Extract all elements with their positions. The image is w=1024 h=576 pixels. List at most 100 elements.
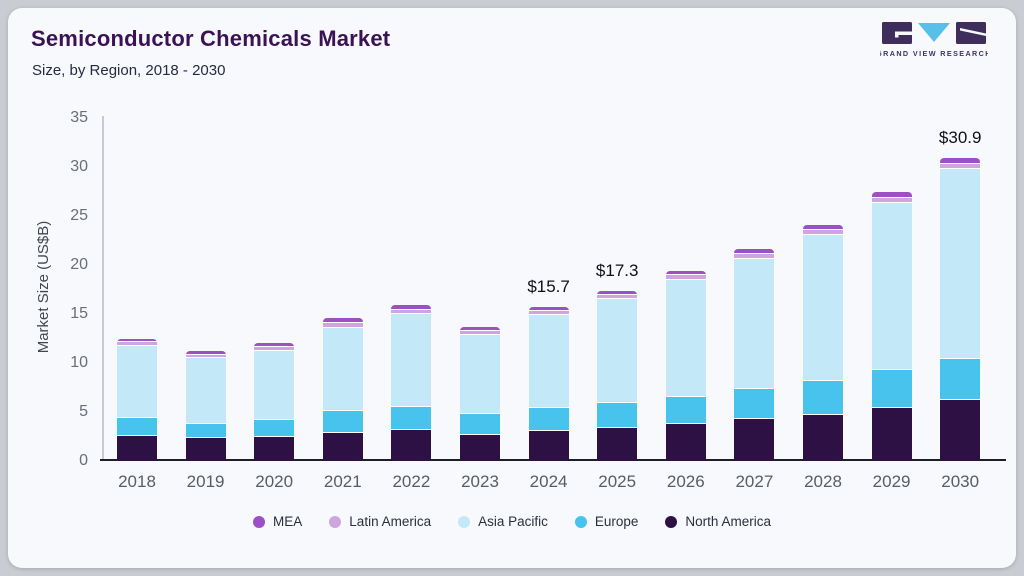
legend-dot-latin-america — [329, 515, 342, 528]
bar-segment-mea — [185, 351, 226, 354]
bar-segment-latin-america — [597, 294, 638, 299]
bar-segment-asia-pacific — [254, 350, 295, 419]
bar-segment-latin-america — [665, 274, 706, 279]
page-title: Semiconductor Chemicals Market — [31, 26, 391, 51]
bar-2025 — [597, 291, 638, 461]
bar-2019 — [185, 351, 226, 461]
card-background — [8, 8, 1016, 568]
bar-segment-north-america — [391, 428, 432, 461]
bar-segment-asia-pacific — [940, 167, 981, 359]
legend-item-north-america: North America — [665, 514, 771, 529]
bar-segment-latin-america — [734, 253, 775, 259]
bar-segment-mea — [803, 224, 843, 229]
bar-segment-europe — [665, 396, 706, 423]
y-axis-tick-label: 35 — [70, 109, 88, 126]
bar-segment-north-america — [185, 437, 226, 461]
bar-segment-north-america — [254, 436, 295, 461]
bar-segment-latin-america — [391, 308, 432, 314]
bar-segment-latin-america — [940, 163, 981, 168]
x-axis-label-2026: 2026 — [666, 472, 705, 491]
bar-segment-latin-america — [460, 329, 500, 334]
legend-dot-asia-pacific — [458, 515, 471, 528]
bar-segment-europe — [597, 402, 638, 427]
bar-segment-north-america — [665, 422, 706, 461]
bar-segment-europe — [803, 379, 843, 414]
bar-segment-asia-pacific — [803, 233, 843, 380]
x-axis-label-2024: 2024 — [529, 472, 568, 491]
bar-segment-asia-pacific — [734, 258, 775, 389]
bar-value-label-2024: $15.7 — [527, 277, 570, 297]
bar-segment-latin-america — [528, 310, 569, 314]
x-axis-label-2028: 2028 — [804, 472, 842, 491]
x-axis-label-2025: 2025 — [598, 472, 637, 491]
x-axis-label-2029: 2029 — [872, 472, 911, 491]
bar-segment-asia-pacific — [528, 313, 569, 408]
bar-segment-europe — [871, 368, 912, 408]
bar-value-label-2030: $30.9 — [938, 128, 982, 148]
bar-segment-north-america — [597, 426, 638, 461]
y-axis-title: Market Size (US$B) — [35, 220, 52, 354]
bar-segment-mea — [597, 291, 638, 295]
legend-label-asia-pacific: Asia Pacific — [478, 514, 548, 529]
bar-segment-latin-america — [803, 228, 843, 234]
grand-view-research-logo: GRAND VIEW RESEARCH — [880, 22, 988, 58]
bar-segment-north-america — [803, 413, 843, 461]
bar-segment-asia-pacific — [597, 298, 638, 403]
page-subtitle: Size, by Region, 2018 - 2030 — [32, 62, 226, 79]
y-axis-tick-label: 25 — [70, 207, 88, 224]
bar-2018 — [117, 338, 157, 462]
bar-segment-latin-america — [871, 196, 912, 203]
bar-segment-mea — [391, 305, 432, 309]
bar-2029 — [871, 192, 912, 461]
legend-label-north-america: North America — [685, 514, 771, 529]
x-axis-label-2018: 2018 — [118, 472, 156, 491]
bar-segment-asia-pacific — [322, 326, 363, 411]
legend-item-latin-america: Latin America — [329, 514, 431, 529]
logo-g-notch — [895, 31, 912, 38]
bar-value-label-2025: $17.3 — [595, 261, 639, 281]
bar-segment-europe — [734, 388, 775, 418]
bar-segment-mea — [734, 249, 775, 254]
bar-segment-europe — [940, 358, 981, 400]
bar-segment-mea — [117, 338, 157, 342]
bar-segment-europe — [322, 410, 363, 432]
y-axis-tick-label: 15 — [70, 305, 88, 322]
legend-item-mea: MEA — [253, 514, 302, 529]
bar-segment-mea — [460, 326, 500, 330]
legend-label-mea: MEA — [273, 514, 303, 529]
y-axis-tick-label: 0 — [79, 452, 88, 469]
x-axis-label-2023: 2023 — [461, 472, 499, 491]
y-axis-tick-label: 5 — [79, 403, 88, 420]
bar-segment-europe — [528, 407, 569, 430]
bar-2026 — [665, 270, 706, 461]
bar-2020 — [254, 343, 295, 461]
bar-segment-europe — [391, 406, 432, 429]
bar-segment-mea — [940, 158, 981, 164]
bar-segment-north-america — [734, 417, 775, 461]
y-axis-tick-label: 30 — [70, 158, 88, 175]
bar-segment-latin-america — [322, 321, 363, 327]
bar-segment-north-america — [528, 429, 569, 461]
bar-segment-latin-america — [185, 353, 226, 358]
bar-segment-mea — [322, 317, 363, 322]
legend-dot-north-america — [665, 515, 678, 528]
bar-2027 — [734, 249, 775, 461]
bar-segment-north-america — [940, 399, 981, 461]
x-axis-label-2027: 2027 — [735, 472, 774, 491]
bar-segment-asia-pacific — [460, 333, 500, 413]
bar-segment-asia-pacific — [185, 357, 226, 423]
bar-2024 — [528, 307, 569, 461]
bar-2030 — [940, 158, 981, 461]
x-axis-label-2019: 2019 — [186, 472, 225, 491]
bar-segment-asia-pacific — [871, 202, 912, 369]
bar-segment-europe — [117, 416, 157, 436]
legend-item-europe: Europe — [574, 514, 638, 529]
x-axis-label-2020: 2020 — [255, 472, 294, 491]
bar-segment-mea — [871, 192, 912, 197]
bar-2023 — [460, 326, 500, 461]
x-axis-label-2030: 2030 — [941, 472, 980, 491]
chart-legend: MEA Latin America Asia Pacific Europe North … — [0, 514, 1024, 529]
bar-2022 — [391, 305, 432, 461]
legend-dot-mea — [253, 515, 266, 528]
